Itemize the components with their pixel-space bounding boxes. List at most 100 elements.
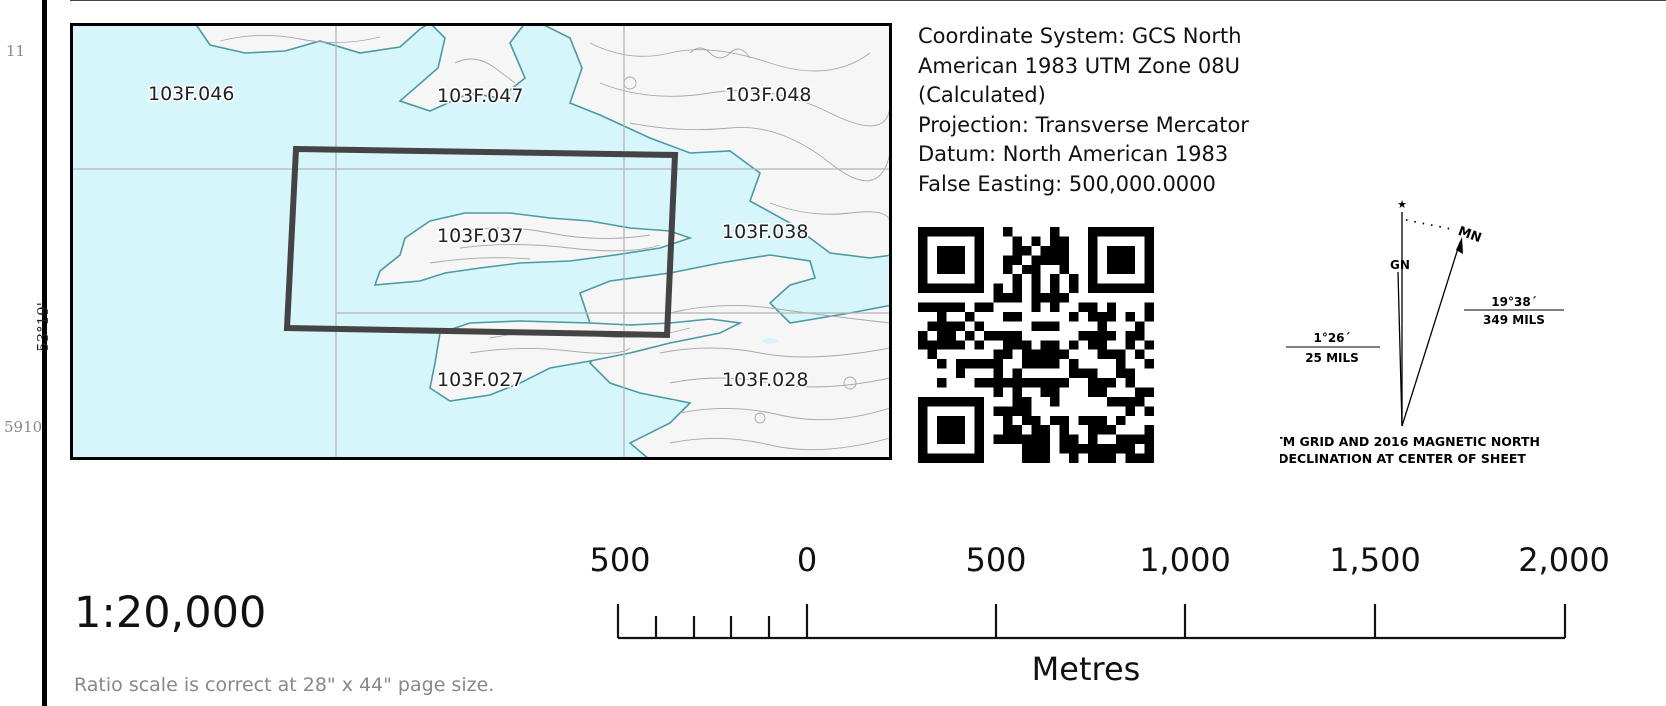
- qr-module: [1097, 425, 1107, 435]
- qr-module: [1059, 444, 1070, 454]
- scale-bar: 500 0 500 1,000 1,500 2,000 Metres: [589, 541, 1610, 688]
- qr-module: [1116, 415, 1126, 426]
- qr-module: [1021, 453, 1032, 463]
- qr-module: [1021, 415, 1032, 426]
- qr-module: [1106, 311, 1117, 322]
- qr-module: [1002, 293, 1013, 303]
- scale-unit: Metres: [1032, 650, 1141, 688]
- qr-module: [1059, 245, 1070, 256]
- qr-module: [974, 378, 985, 388]
- sheet-label: 103F.027: [437, 369, 523, 391]
- qr-module: [1040, 434, 1051, 445]
- qr-module: [1050, 245, 1060, 256]
- qr-module: [1040, 349, 1051, 360]
- qr-module: [1050, 302, 1060, 312]
- qr-module: [984, 378, 994, 388]
- lake: [762, 338, 778, 344]
- qr-module: [974, 302, 985, 312]
- qr-module: [1097, 444, 1107, 454]
- qr-module: [1031, 274, 1041, 284]
- land-north-peninsula: [398, 23, 526, 112]
- land-central-island: [373, 212, 693, 286]
- qr-module: [1050, 293, 1060, 303]
- qr-module: [1097, 321, 1107, 331]
- qr-module: [1097, 453, 1107, 463]
- qr-module: [1012, 396, 1022, 407]
- qr-module: [1125, 406, 1136, 416]
- qr-module: [965, 359, 975, 369]
- projection-line: Projection: Transverse Mercator: [918, 112, 1249, 137]
- qr-code: [918, 227, 1154, 463]
- qr-module: [1040, 340, 1051, 350]
- qr-module: [1087, 415, 1098, 426]
- qr-module: [936, 330, 947, 341]
- sheet-grid: [70, 23, 892, 460]
- qr-module: [1144, 425, 1154, 435]
- qr-module: [1050, 396, 1060, 407]
- contour-lines: [219, 35, 891, 451]
- qr-module: [1040, 293, 1051, 303]
- qr-module: [1125, 340, 1136, 350]
- sheet-label: 103F.038: [722, 221, 808, 243]
- qr-module: [1116, 444, 1126, 454]
- qr-module: [1069, 274, 1079, 284]
- qr-module: [1059, 236, 1070, 246]
- qr-module: [1050, 283, 1060, 294]
- qr-module: [1135, 349, 1145, 360]
- qr-finder-top-left: [918, 227, 985, 294]
- qr-module: [936, 359, 947, 369]
- qr-module: [1144, 434, 1154, 445]
- scale-bar-label: 2,000: [1518, 541, 1610, 579]
- qr-module: [1106, 349, 1117, 360]
- scale-bar-ticks: [616, 604, 1567, 640]
- qr-module: [1021, 378, 1032, 388]
- qr-module: [1125, 378, 1136, 388]
- qr-module: [1050, 378, 1060, 388]
- qr-module: [1012, 425, 1022, 435]
- qr-module: [1040, 378, 1051, 388]
- qr-module: [1087, 444, 1098, 454]
- qr-module: [1012, 274, 1022, 284]
- sheet-labels: 103F.046 103F.047 103F.048 103F.037 103F…: [147, 82, 813, 393]
- left-border-rule: [42, 0, 47, 706]
- qr-module: [1106, 330, 1117, 341]
- top-border-rule: [70, 0, 1666, 1]
- qr-module: [1012, 283, 1022, 294]
- qr-module: [946, 340, 956, 350]
- qr-module: [1135, 330, 1145, 341]
- qr-module: [936, 340, 947, 350]
- qr-module: [1021, 396, 1032, 407]
- qr-module: [1021, 406, 1032, 416]
- qr-module: [1144, 302, 1154, 312]
- qr-module: [1116, 434, 1126, 445]
- qr-module: [1002, 264, 1013, 275]
- qr-module: [1059, 293, 1070, 303]
- qr-module: [1050, 255, 1060, 265]
- qr-module: [1144, 387, 1154, 397]
- qr-module: [1021, 349, 1032, 360]
- margin-tick-label-top: 11: [6, 42, 26, 60]
- qr-module: [1031, 425, 1041, 435]
- qr-module: [1069, 311, 1079, 322]
- qr-module: [1040, 453, 1051, 463]
- qr-module: [1125, 330, 1136, 341]
- qr-module: [974, 359, 985, 369]
- qr-module: [1012, 236, 1022, 246]
- qr-module: [1097, 311, 1107, 322]
- qr-module: [1031, 434, 1041, 445]
- scale-ratio: 1:20,000: [74, 588, 267, 638]
- qr-module: [1144, 311, 1154, 322]
- qr-module: [1031, 359, 1041, 369]
- qr-module: [1021, 340, 1032, 350]
- qr-module: [1087, 378, 1098, 388]
- qr-module: [1002, 330, 1013, 341]
- qr-module: [1040, 321, 1051, 331]
- qr-module: [1106, 444, 1117, 454]
- qr-module: [1002, 227, 1013, 237]
- qr-module: [1040, 425, 1051, 435]
- qr-module: [1050, 321, 1060, 331]
- qr-module: [1021, 444, 1032, 454]
- projection-line: Datum: North American 1983: [918, 142, 1229, 166]
- qr-module: [1087, 434, 1098, 445]
- sheet-label: 103F.047: [437, 85, 523, 107]
